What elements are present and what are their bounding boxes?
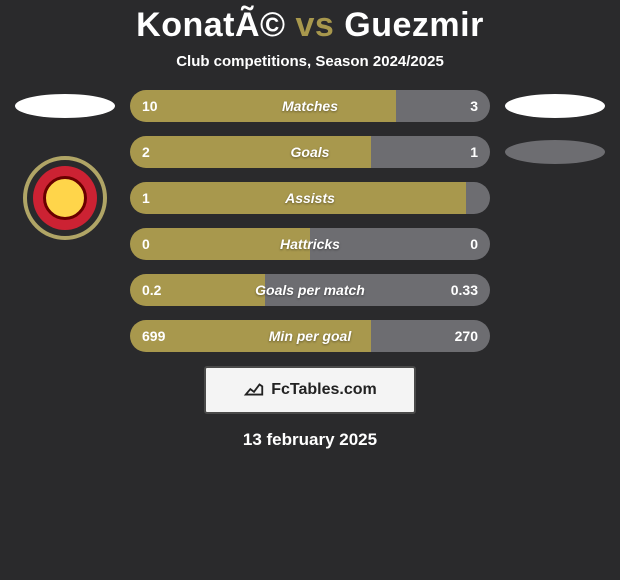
stat-bar: 21Goals [130, 136, 490, 168]
title-right: Guezmir [344, 6, 484, 44]
fctables-label: FcTables.com [271, 381, 377, 399]
stat-right-value: 0.33 [451, 282, 478, 298]
stat-left-value: 1 [142, 190, 150, 206]
right-badge-slot [490, 140, 620, 164]
right-badge-slot [490, 94, 620, 118]
stat-row: 0.20.33Goals per match [0, 274, 620, 306]
stat-left-value: 699 [142, 328, 165, 344]
subtitle: Club competitions, Season 2024/2025 [0, 53, 620, 70]
stat-row: 103Matches [0, 90, 620, 122]
title-left: KonatÃ© [136, 6, 285, 44]
stat-bar: 00Hattricks [130, 228, 490, 260]
stat-bar: 0.20.33Goals per match [130, 274, 490, 306]
stat-row: 699270Min per goal [0, 320, 620, 352]
stat-bar: 1Assists [130, 182, 490, 214]
player-ellipse-icon [505, 94, 605, 118]
stat-left-value: 0 [142, 236, 150, 252]
club-badge-icon [23, 156, 107, 240]
stat-bar: 103Matches [130, 90, 490, 122]
stat-right-value: 1 [470, 144, 478, 160]
title-mid: vs [286, 6, 345, 44]
stat-left-value: 2 [142, 144, 150, 160]
stat-left-value: 10 [142, 98, 158, 114]
stat-right-value: 3 [470, 98, 478, 114]
stat-row: 1Assists [0, 182, 620, 214]
fctables-watermark: FcTables.com [204, 366, 416, 414]
page-title: KonatÃ© vs Guezmir [0, 0, 620, 45]
player-ellipse-icon [15, 94, 115, 118]
stat-right-value: 0 [470, 236, 478, 252]
left-badge-slot [0, 94, 130, 118]
stat-bar: 699270Min per goal [130, 320, 490, 352]
date-label: 13 february 2025 [0, 430, 620, 450]
comparison-bars: 103Matches21Goals1Assists00Hattricks0.20… [0, 90, 620, 352]
player-ellipse-icon [505, 140, 605, 164]
stat-right-value: 270 [455, 328, 478, 344]
left-badge-slot [0, 156, 130, 240]
chart-line-icon [243, 379, 265, 401]
stat-left-value: 0.2 [142, 282, 161, 298]
